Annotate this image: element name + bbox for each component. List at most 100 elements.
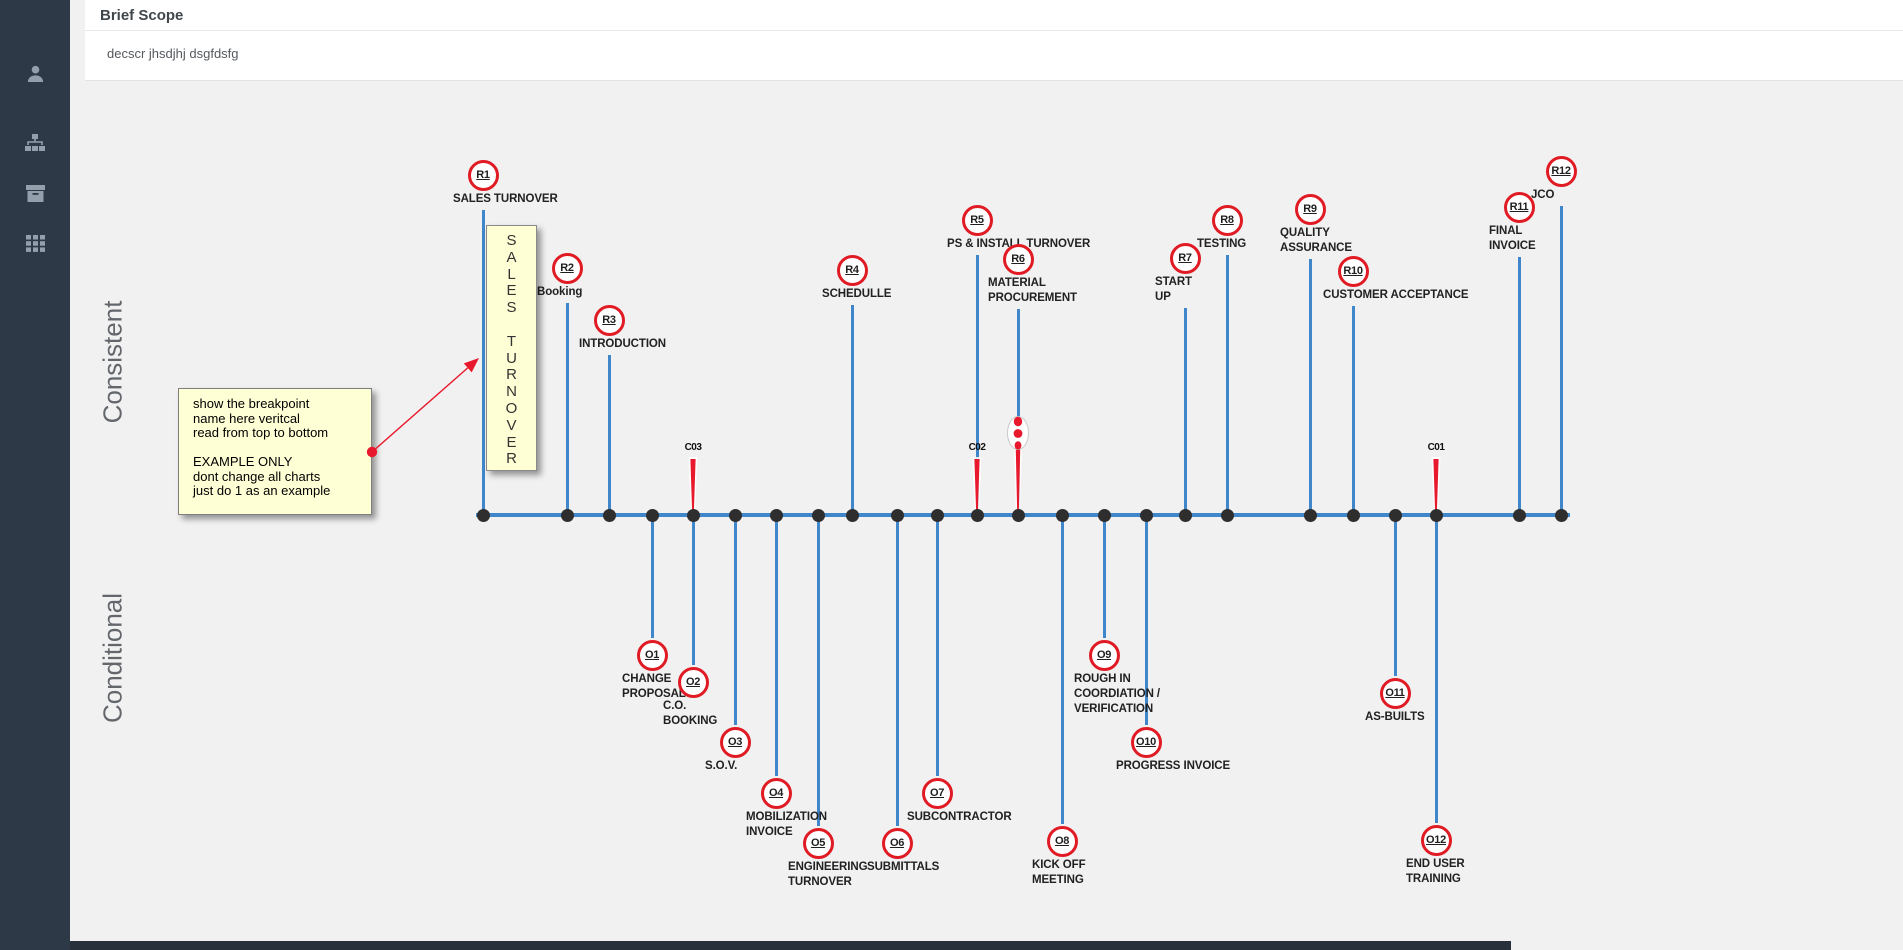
milestone-stem — [733, 517, 737, 725]
milestone-O2[interactable]: O2 — [677, 666, 709, 698]
milestone-stem — [1308, 259, 1312, 515]
timeline-dot — [970, 508, 984, 522]
timeline-dot — [686, 508, 700, 522]
milestone-label-O2: C.O. BOOKING — [663, 700, 718, 727]
milestone-stem — [1060, 517, 1064, 824]
milestone-stem — [1102, 517, 1106, 638]
timeline-dot — [811, 508, 825, 522]
milestone-label-R8: TESTING — [1197, 238, 1247, 250]
milestone-label-O10: PROGRESS INVOICE — [1116, 760, 1231, 772]
milestone-R3[interactable]: R3 — [593, 304, 625, 336]
timeline-dot — [1429, 508, 1443, 522]
milestone-R11[interactable]: R11 — [1503, 191, 1535, 223]
milestone-label-O1: CHANGE PROPOSAL — [622, 673, 686, 700]
sitemap-icon[interactable] — [0, 126, 70, 160]
milestone-label-O5: ENGINEERING TURNOVER — [788, 861, 868, 888]
user-icon[interactable] — [0, 56, 70, 90]
milestone-O4[interactable]: O4 — [760, 777, 792, 809]
timeline-dot — [930, 508, 944, 522]
milestone-R9[interactable]: R9 — [1294, 193, 1326, 225]
milestone-stem — [481, 210, 485, 515]
milestone-stem — [816, 517, 820, 826]
timeline-dot — [1055, 508, 1069, 522]
timeline-dot — [1346, 508, 1360, 522]
milestone-O3[interactable]: O3 — [719, 726, 751, 758]
timeline-dot — [476, 508, 490, 522]
timeline-dot — [1512, 508, 1526, 522]
milestone-label-R7: START UP — [1155, 276, 1192, 303]
milestone-label-O6: SUBMITTALS — [867, 861, 940, 873]
timeline-dot — [1178, 508, 1192, 522]
timeline-dot — [1139, 508, 1153, 522]
milestone-O9[interactable]: O9 — [1088, 639, 1120, 671]
timeline-dot — [1388, 508, 1402, 522]
milestone-stem — [1517, 257, 1521, 515]
milestone-R6[interactable]: R6 — [1002, 243, 1034, 275]
milestone-stem — [565, 303, 569, 515]
breakpoint-label-C03: C03 — [685, 442, 703, 453]
timeline-dot — [560, 508, 574, 522]
milestone-R7[interactable]: R7 — [1169, 242, 1201, 274]
milestone-stem — [1225, 255, 1229, 515]
milestone-R1[interactable]: R1 — [467, 159, 499, 191]
milestone-label-R4: SCHEDULLE — [822, 288, 892, 300]
timeline-dot — [1011, 508, 1025, 522]
milestone-stem — [850, 305, 854, 515]
milestone-R12[interactable]: R12 — [1545, 155, 1577, 187]
milestone-label-O4: MOBILIZATION INVOICE — [746, 811, 827, 838]
milestone-stem — [1144, 517, 1148, 725]
milestone-label-O9: ROUGH IN COORDIATION / VERIFICATION — [1074, 673, 1161, 715]
milestone-stem — [1393, 517, 1397, 676]
timeline-dot — [728, 508, 742, 522]
milestone-label-R10: CUSTOMER ACCEPTANCE — [1323, 289, 1469, 301]
section-label-conditional: Conditional — [97, 592, 128, 724]
milestone-O12[interactable]: O12 — [1420, 824, 1452, 856]
milestone-stem — [895, 517, 899, 826]
milestone-O10[interactable]: O10 — [1130, 726, 1162, 758]
milestone-label-R9: QUALITY ASSURANCE — [1280, 227, 1352, 254]
milestone-R10[interactable]: R10 — [1337, 255, 1369, 287]
milestone-stem — [650, 517, 654, 638]
timeline-dot — [769, 508, 783, 522]
milestone-O1[interactable]: O1 — [636, 639, 668, 671]
archive-icon[interactable] — [0, 176, 70, 210]
milestone-R4[interactable]: R4 — [836, 254, 868, 286]
milestone-R5[interactable]: R5 — [961, 204, 993, 236]
scope-description: decscr jhsdjhj dsgfdsfg — [107, 46, 239, 61]
milestone-O6[interactable]: O6 — [881, 827, 913, 859]
breakpoint-needle-C01 — [1433, 459, 1439, 514]
milestone-label-O12: END USER TRAINING — [1406, 858, 1465, 885]
milestone-label-R3: INTRODUCTION — [579, 338, 666, 350]
milestone-R8[interactable]: R8 — [1211, 204, 1243, 236]
timeline-dot — [645, 508, 659, 522]
milestone-label-O8: KICK OFF MEETING — [1032, 859, 1086, 886]
sticky-note: show the breakpoint name here veritcal rea… — [178, 388, 372, 515]
bottom-panel-edge — [70, 941, 1511, 950]
milestone-stem — [1351, 306, 1355, 515]
milestone-stem — [1183, 308, 1187, 515]
milestone-label-R1: SALES TURNOVER — [453, 193, 558, 205]
milestone-stem — [1016, 309, 1020, 515]
section-label-consistent: Consistent — [97, 300, 128, 424]
milestone-label-R11: FINAL INVOICE — [1489, 225, 1536, 252]
breakpoint-label-C01: C01 — [1428, 442, 1446, 453]
milestone-stem — [1559, 206, 1563, 515]
milestone-O11[interactable]: O11 — [1379, 677, 1411, 709]
milestone-label-O7: SUBCONTRACTOR — [907, 811, 1012, 823]
timeline-dot — [602, 508, 616, 522]
milestone-O8[interactable]: O8 — [1046, 825, 1078, 857]
milestone-O5[interactable]: O5 — [802, 827, 834, 859]
milestone-O7[interactable]: O7 — [921, 777, 953, 809]
timeline-dot — [890, 508, 904, 522]
milestone-R2[interactable]: R2 — [551, 252, 583, 284]
timeline-dot — [1097, 508, 1111, 522]
timeline-dot — [845, 508, 859, 522]
milestone-stem — [774, 517, 778, 776]
page-title: Brief Scope — [100, 7, 184, 24]
note-arrow-line — [371, 367, 469, 453]
milestone-label-R5: PS & INSTALL TURNOVER — [947, 238, 1091, 250]
milestone-label-O11: AS-BUILTS — [1365, 711, 1425, 723]
milestone-label-O3: S.O.V. — [705, 760, 738, 772]
table-icon[interactable] — [0, 226, 70, 260]
